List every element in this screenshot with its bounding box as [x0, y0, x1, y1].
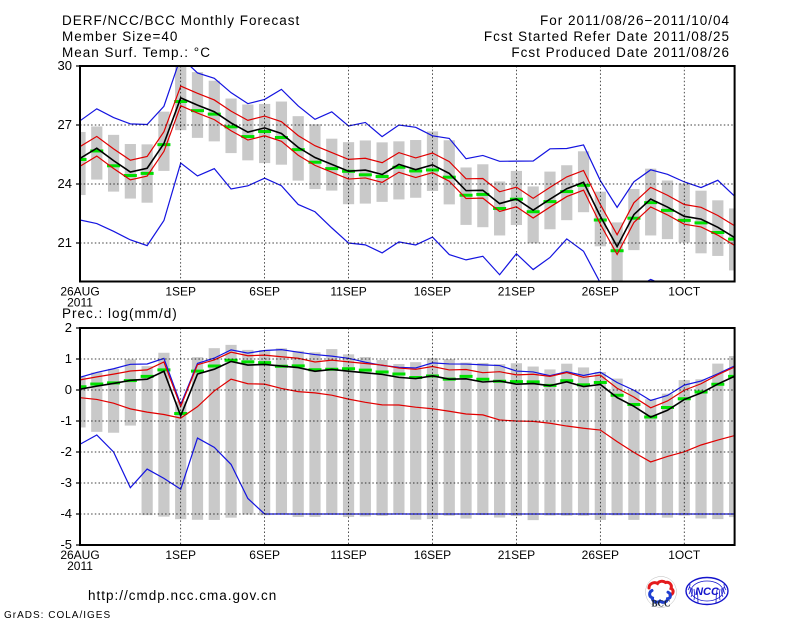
svg-text:1OCT: 1OCT — [668, 548, 701, 562]
svg-text:1: 1 — [65, 351, 72, 366]
svg-text:16SEP: 16SEP — [414, 548, 451, 562]
svg-text:2011: 2011 — [67, 559, 93, 573]
svg-text:NCC: NCC — [695, 586, 720, 598]
svg-text:-3: -3 — [60, 475, 72, 490]
svg-text:-2: -2 — [60, 444, 72, 459]
svg-text:11SEP: 11SEP — [330, 548, 366, 562]
svg-text:6SEP: 6SEP — [249, 548, 280, 562]
svg-text:2: 2 — [65, 320, 72, 335]
svg-text:21SEP: 21SEP — [498, 548, 535, 562]
svg-text:1SEP: 1SEP — [165, 548, 196, 562]
svg-text:-1: -1 — [60, 413, 72, 428]
svg-text:-4: -4 — [60, 506, 72, 521]
svg-text:0: 0 — [65, 382, 72, 397]
svg-text:BCC: BCC — [651, 599, 670, 609]
svg-text:26SEP: 26SEP — [582, 548, 619, 562]
